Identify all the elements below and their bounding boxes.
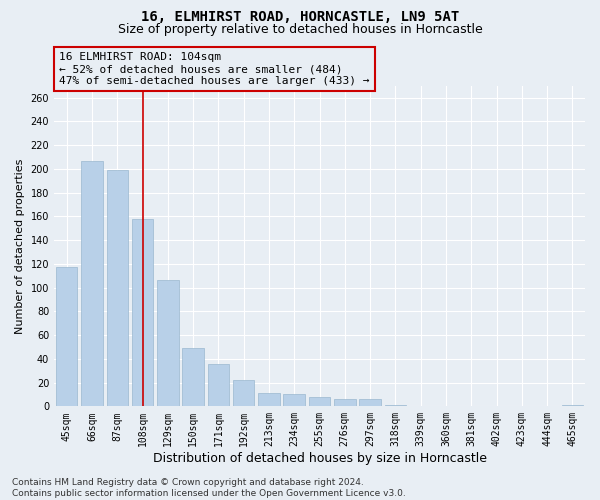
Bar	[233, 380, 254, 406]
Bar	[562, 405, 583, 406]
Bar	[182, 348, 204, 406]
Text: Contains HM Land Registry data © Crown copyright and database right 2024.
Contai: Contains HM Land Registry data © Crown c…	[12, 478, 406, 498]
Bar	[334, 399, 356, 406]
Bar	[107, 170, 128, 406]
Bar	[309, 397, 330, 406]
Bar	[81, 160, 103, 406]
Bar	[385, 405, 406, 406]
Bar	[132, 218, 153, 406]
Text: Size of property relative to detached houses in Horncastle: Size of property relative to detached ho…	[118, 22, 482, 36]
Bar	[359, 399, 381, 406]
Bar	[56, 268, 77, 406]
Bar	[283, 394, 305, 406]
Bar	[258, 394, 280, 406]
Y-axis label: Number of detached properties: Number of detached properties	[15, 158, 25, 334]
Bar	[157, 280, 179, 406]
Bar	[208, 364, 229, 406]
X-axis label: Distribution of detached houses by size in Horncastle: Distribution of detached houses by size …	[152, 452, 487, 465]
Text: 16 ELMHIRST ROAD: 104sqm
← 52% of detached houses are smaller (484)
47% of semi-: 16 ELMHIRST ROAD: 104sqm ← 52% of detach…	[59, 52, 370, 86]
Text: 16, ELMHIRST ROAD, HORNCASTLE, LN9 5AT: 16, ELMHIRST ROAD, HORNCASTLE, LN9 5AT	[141, 10, 459, 24]
